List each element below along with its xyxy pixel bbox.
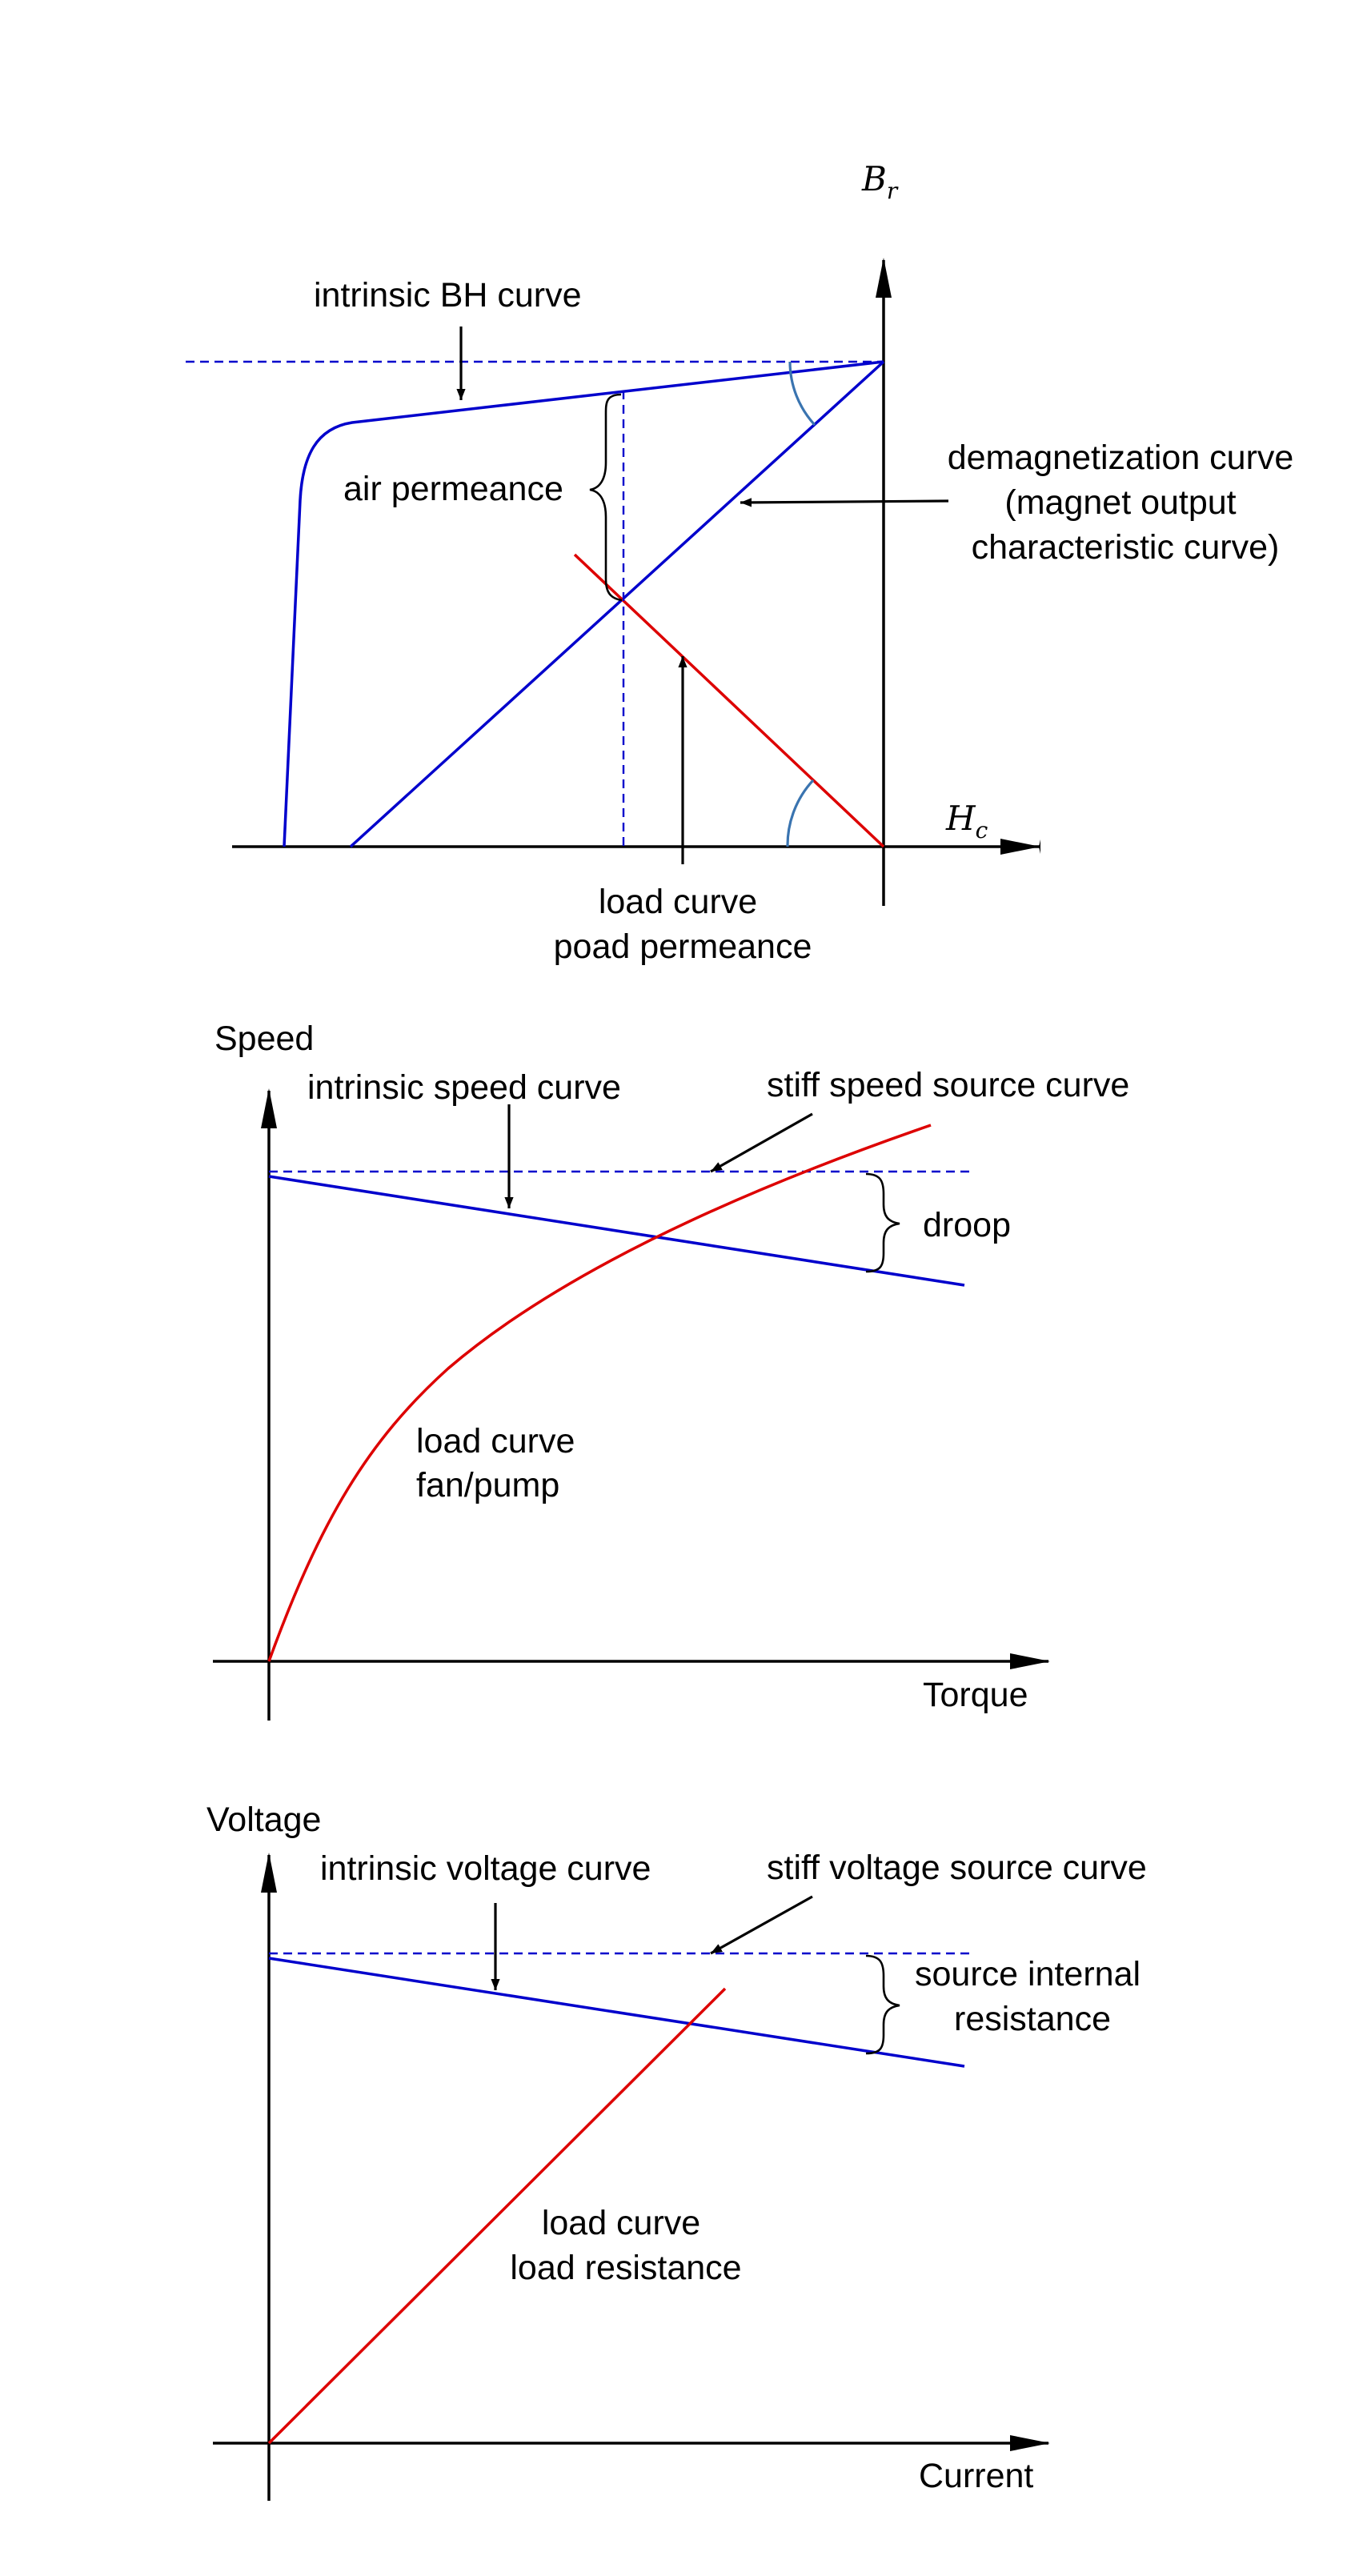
bh-demagnetization-curve (349, 360, 885, 848)
voltage-internal-resistance-label: source internal resistance (915, 1955, 1150, 2038)
speed-droop-label: droop (923, 1206, 1011, 1244)
voltage-stiff-label: stiff voltage source curve (767, 1849, 1147, 1887)
speed-x-axis-label: Torque (923, 1676, 1028, 1714)
voltage-internal-resistance-brace (865, 1954, 900, 2055)
bh-load-angle-arc (786, 779, 815, 847)
bh-air-permeance-brace (589, 393, 623, 602)
voltage-panel: Voltage Current source internal resistan… (206, 1801, 1150, 2501)
bh-demag-label: demagnetization curve (magnet output cha… (948, 439, 1304, 567)
bh-demag-arrow (740, 498, 949, 507)
bh-air-permeance-label: air permeance (343, 470, 563, 508)
voltage-load-curve (267, 1987, 727, 2445)
speed-intrinsic-curve (268, 1175, 965, 1287)
voltage-y-axis-arrow (261, 1853, 277, 1893)
speed-load-curve (267, 1124, 932, 1662)
bh-load-line (573, 553, 885, 848)
speed-load-label: load curve fan/pump (416, 1422, 584, 1504)
voltage-stiff-arrow (710, 1895, 813, 1955)
speed-stiff-label: stiff speed source curve (767, 1066, 1129, 1104)
bh-y-axis-arrow (876, 258, 892, 298)
bh-intrinsic-label: intrinsic BH curve (314, 276, 582, 314)
speed-stiff-arrow (710, 1112, 813, 1173)
voltage-x-axis-label: Current (919, 2457, 1033, 2495)
speed-y-axis-arrow (261, 1088, 277, 1128)
speed-y-axis-label: Speed (214, 1020, 314, 1058)
voltage-y-axis-label: Voltage (206, 1801, 321, 1839)
bh-x-axis-label: Hc (945, 799, 988, 843)
bh-load-label: load curve poad permeance (554, 883, 812, 966)
speed-intrinsic-label: intrinsic speed curve (307, 1068, 621, 1107)
speed-x-axis-arrow (1010, 1653, 1050, 1669)
voltage-x-axis-arrow (1010, 2435, 1050, 2451)
speed-droop-brace (865, 1172, 900, 1273)
voltage-load-label: load curve load resistance (510, 2204, 741, 2287)
bh-y-axis-label: Br (861, 159, 899, 204)
bh-demag-angle-arc (788, 361, 816, 427)
voltage-intrinsic-curve (268, 1957, 965, 2068)
bh-intrinsic-curve (283, 360, 884, 847)
voltage-intrinsic-label: intrinsic voltage curve (320, 1849, 651, 1888)
speed-panel: Speed Torque droop intrinsic speed curve… (213, 1020, 1129, 1721)
bh-panel: Br Hc intrinsic BH curve air permeance d… (186, 159, 1304, 966)
bh-x-axis-arrow (1000, 839, 1040, 855)
